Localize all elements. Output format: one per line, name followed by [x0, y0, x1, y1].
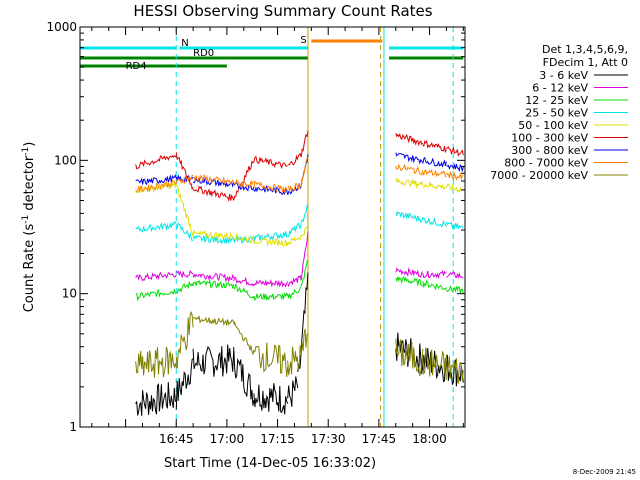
- legend-entry-label: 25 - 50 keV: [525, 107, 588, 120]
- y-tick-label: 1000: [46, 20, 77, 34]
- legend-header-2: FDecim 1, Att 0: [543, 56, 628, 69]
- legend-entry-label: 6 - 12 keV: [532, 82, 588, 95]
- legend-entry-label: 800 - 7000 keV: [504, 157, 588, 170]
- legend-entry-label: 50 - 100 keV: [518, 119, 588, 132]
- x-tick-label: 17:15: [260, 432, 295, 446]
- series-line: [135, 177, 464, 247]
- y-axis-label-end: ): [22, 142, 37, 147]
- x-tick-label: 18:00: [412, 432, 447, 446]
- y-tick-label: 100: [54, 153, 77, 167]
- plot-frame: [79, 26, 466, 428]
- legend-entry-label: 3 - 6 keV: [539, 69, 588, 82]
- x-tick-label: 17:00: [210, 432, 245, 446]
- x-axis-ticks: 16:45 17:00 17:15 17:30 17:45 18:00: [91, 27, 464, 446]
- legend-entry-label: 300 - 800 keV: [511, 144, 588, 157]
- x-tick-label: 17:30: [311, 432, 346, 446]
- y-axis-label-mid: detector: [22, 155, 37, 215]
- series-line: [135, 156, 464, 194]
- series-line: [135, 272, 464, 416]
- timestamp: 8-Dec-2009 21:45: [573, 468, 636, 476]
- series-line: [135, 232, 464, 288]
- flag-bars: N RD0 RD4 S: [80, 35, 464, 72]
- legend-entry-label: 12 - 25 keV: [525, 94, 588, 107]
- series-lines: [135, 130, 464, 416]
- x-axis-label: Start Time (14-Dec-05 16:33:02): [164, 456, 376, 471]
- y-axis-label-main: Count Rate (s: [22, 224, 37, 313]
- flag-bar-label: S: [300, 35, 306, 46]
- series-line: [135, 259, 464, 302]
- y-tick-label: 1: [69, 420, 77, 434]
- legend-entry-label: 100 - 300 keV: [511, 132, 588, 145]
- y-axis-ticks: 1 10 100 1000: [46, 20, 465, 434]
- x-tick-label: 16:45: [159, 432, 194, 446]
- series-line: [135, 152, 464, 196]
- series-line: [135, 203, 464, 245]
- series-line: [135, 130, 464, 203]
- y-axis-label-sup1: -1: [21, 215, 31, 224]
- legend-entry-label: 7000 - 20000 keV: [490, 169, 588, 182]
- legend-header-1: Det 1,3,4,5,6,9,: [542, 43, 628, 56]
- chart-title: HESSI Observing Summary Count Rates: [133, 2, 432, 20]
- y-axis-label: Count Rate (s-1 detector-1): [21, 142, 37, 313]
- y-axis-label-sup2: -1: [21, 147, 31, 156]
- x-tick-label: 17:45: [362, 432, 397, 446]
- flag-bar-label: RD0: [193, 48, 214, 59]
- flag-bar-label: N: [181, 38, 188, 49]
- y-tick-label: 10: [62, 287, 77, 301]
- series-line: [135, 310, 464, 384]
- flag-bar-label: RD4: [126, 61, 147, 72]
